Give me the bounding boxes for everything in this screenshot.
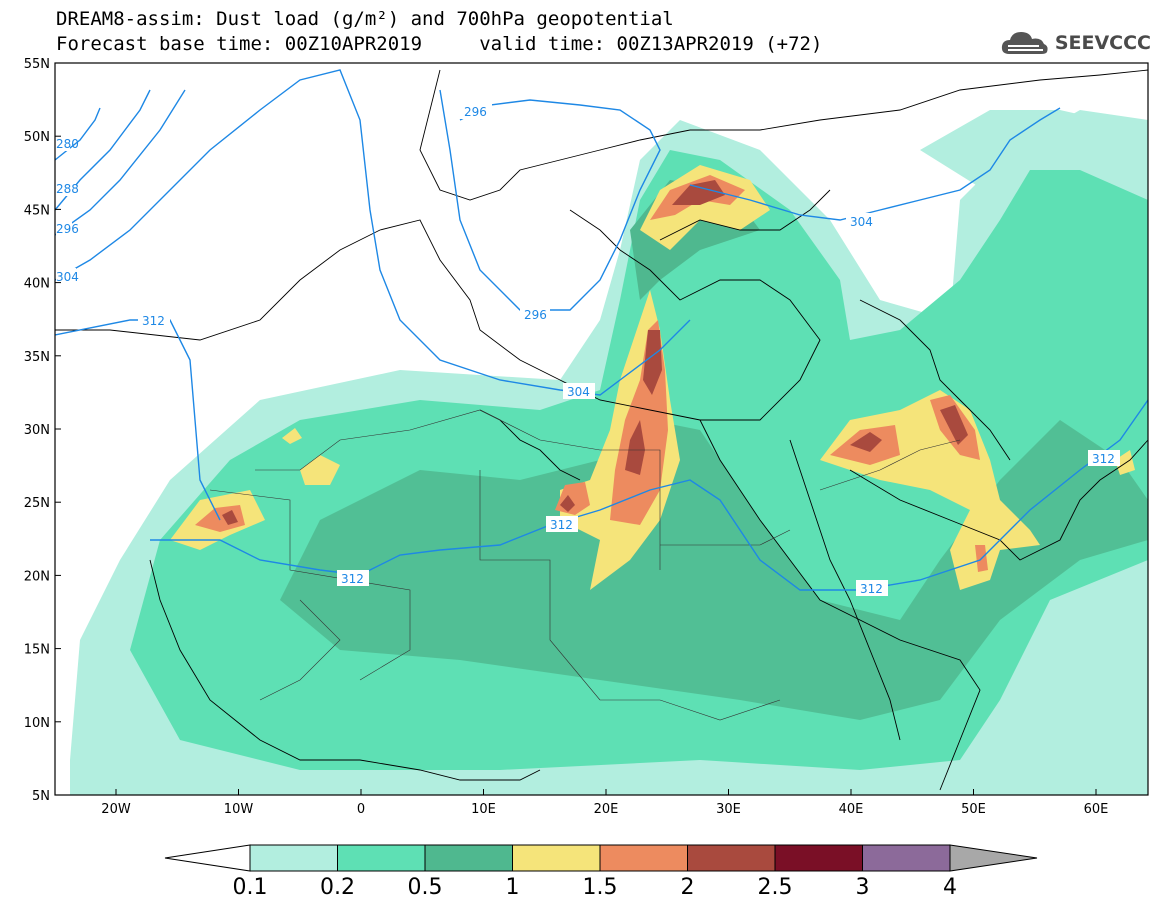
colorbar-swatch <box>862 844 951 872</box>
contour-304 <box>55 69 691 396</box>
contour-label: 312 <box>860 582 883 596</box>
colorbar-label: 3 <box>856 875 870 900</box>
contour-label: 304 <box>567 385 590 399</box>
colorbar-label: 0.5 <box>408 875 443 900</box>
lat-tick-label: 50N <box>24 130 50 145</box>
dust-band-1-spot2 <box>282 428 302 444</box>
lon-tick-label: 10W <box>224 802 254 817</box>
colorbar-swatch <box>249 844 338 872</box>
dust-band-2-west <box>222 510 238 525</box>
lon-tick-label: 30E <box>716 802 741 817</box>
dust-band-2-b <box>643 330 662 395</box>
lon-tick-label: 50E <box>961 802 986 817</box>
lon-tick-label: 20E <box>594 802 619 817</box>
lat-tick-label: 30N <box>24 423 50 438</box>
coastlines <box>55 69 1148 791</box>
brand-name: SEEVCCC <box>1054 32 1151 54</box>
map-title: DREAM8-assim: Dust load (g/m²) and 700hP… <box>56 8 674 30</box>
colorbar-label: 1.5 <box>583 875 618 900</box>
lat-tick-label: 45N <box>24 203 50 218</box>
colorbar-label: 2.5 <box>758 875 793 900</box>
colorbar-swatch <box>512 844 601 872</box>
contour-304-east <box>689 107 1061 221</box>
lat-tick-label: 40N <box>24 277 50 292</box>
lat-tick-label: 55N <box>24 57 50 72</box>
latitude-axis: 55N 50N 45N 40N 35N 30N 25N 20N 15N 10N 5N <box>24 57 61 804</box>
colorbar-swatch <box>337 844 426 872</box>
lon-tick-label: 60E <box>1084 802 1109 817</box>
contour-296-west <box>55 89 186 236</box>
lat-tick-label: 20N <box>24 569 50 584</box>
contour-312-west <box>55 319 221 521</box>
lat-tick-label: 25N <box>24 496 50 511</box>
colorbar-low-arrow <box>164 844 251 872</box>
contour-labels: 296 304 312 288 280 304 296 296 304 312 … <box>56 103 1120 596</box>
dust-field <box>55 63 1148 795</box>
map-subtitle: Forecast base time: 00Z10APR2019 valid t… <box>56 33 823 55</box>
lat-tick-label: 5N <box>32 789 50 804</box>
colorbar-swatch <box>687 844 776 872</box>
lat-tick-label: 10N <box>24 716 50 731</box>
dust-band-2-balkans <box>672 180 725 205</box>
dust-band-2 <box>625 420 645 475</box>
contour-label: 312 <box>550 518 573 532</box>
colorbar-label: 4 <box>943 875 957 900</box>
dust-band-2-libya <box>560 495 575 512</box>
contour-label: 312 <box>1092 452 1115 466</box>
borders <box>209 409 961 721</box>
colorbar-label: 0.2 <box>320 875 355 900</box>
contour-label: 312 <box>142 314 165 328</box>
colorbar: 0.1 0.2 0.5 1 1.5 2 2.5 3 4 <box>164 844 1038 900</box>
longitude-axis: 20W 10W 0 10E 20E 30E 40E 50E 60E <box>101 789 1108 817</box>
contour-label: 296 <box>464 105 487 119</box>
contour-label: 312 <box>341 572 364 586</box>
contour-label: 304 <box>850 215 873 229</box>
contour-label: 280 <box>56 137 79 151</box>
colorbar-label: 2 <box>681 875 695 900</box>
contour-label: 296 <box>56 222 79 236</box>
lon-tick-label: 10E <box>471 802 496 817</box>
dust-band-2-arabia <box>850 432 882 452</box>
brand-logo: SEEVCCC <box>999 28 1151 58</box>
colorbar-label: 0.1 <box>233 875 268 900</box>
lon-tick-label: 0 <box>357 802 365 817</box>
contour-label: 296 <box>524 308 547 322</box>
contour-296 <box>439 89 661 311</box>
dust-band-0-5 <box>280 420 1148 720</box>
cloud-icon <box>1001 32 1048 54</box>
contour-label: 304 <box>56 270 79 284</box>
dust-band-1-gulf <box>1115 450 1135 475</box>
colorbar-swatch <box>774 844 863 872</box>
colorbar-label: 1 <box>506 875 520 900</box>
lat-tick-label: 15N <box>24 643 50 658</box>
lon-tick-label: 40E <box>839 802 864 817</box>
contour-label: 288 <box>56 182 79 196</box>
dust-band-2-iraq <box>940 405 968 445</box>
colorbar-swatch <box>424 844 513 872</box>
colorbar-swatch <box>599 844 688 872</box>
lat-tick-label: 35N <box>24 350 50 365</box>
lon-tick-label: 20W <box>101 802 131 817</box>
colorbar-high-arrow <box>949 844 1038 872</box>
dust-band-1-balkans <box>640 165 770 250</box>
